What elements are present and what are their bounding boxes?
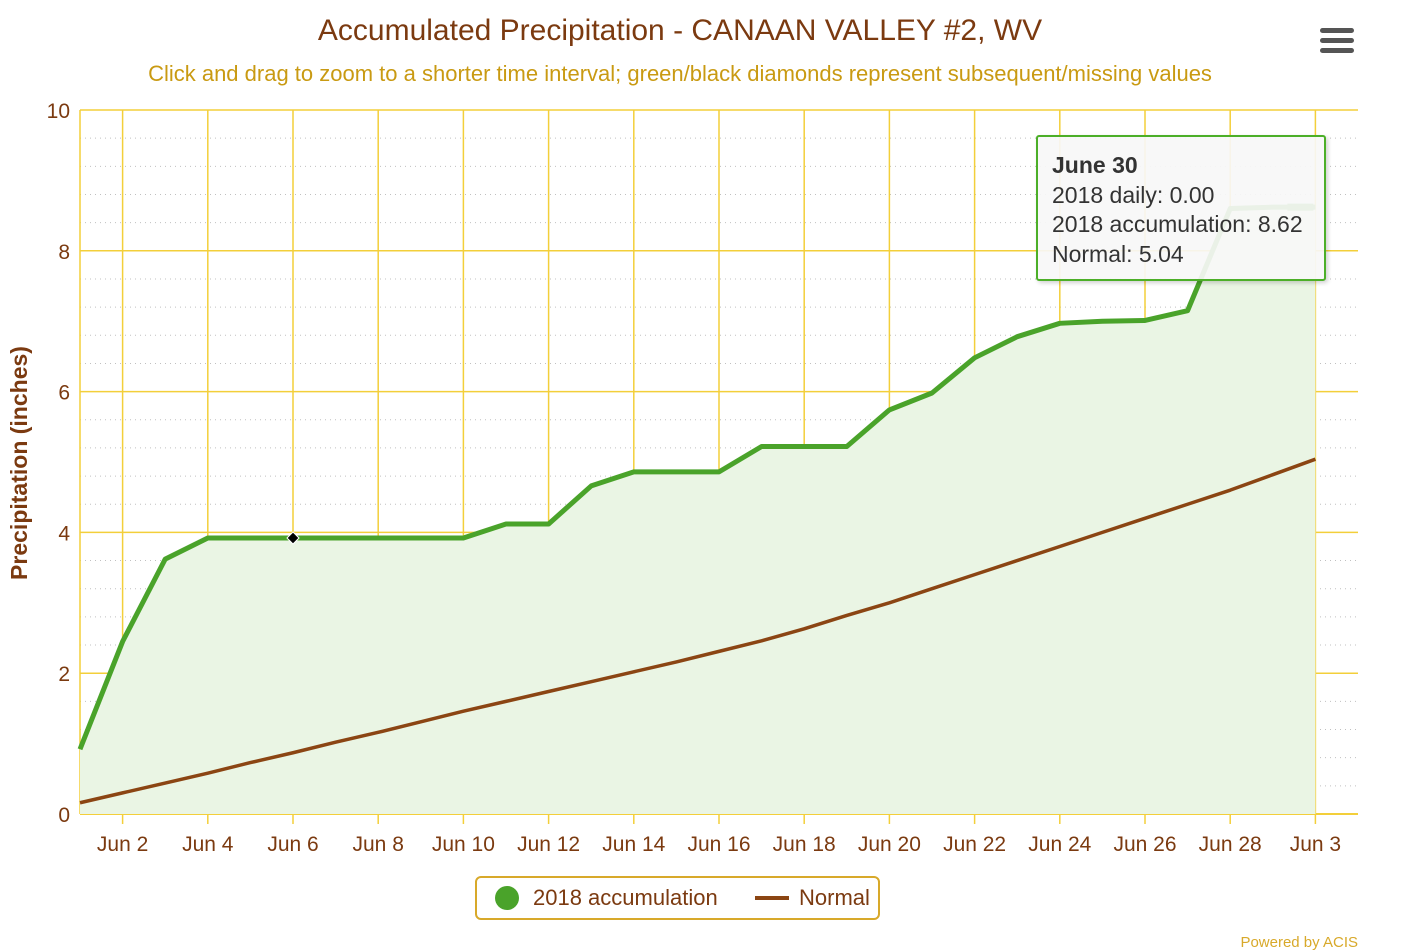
legend-line-icon xyxy=(755,896,789,900)
x-tick-label: Jun 26 xyxy=(1113,833,1176,856)
tooltip-normal: Normal: 5.04 xyxy=(1052,240,1184,267)
x-tick-label: Jun 4 xyxy=(182,833,234,856)
series-line-normal xyxy=(79,457,1316,805)
legend: 2018 accumulation Normal xyxy=(475,876,880,920)
legend-label-normal: Normal xyxy=(799,885,870,910)
x-tick-label: Jun 3 xyxy=(1290,833,1341,856)
tooltip-accumulation: 2018 accumulation: 8.62 xyxy=(1052,211,1303,237)
x-tick-label: Jun 14 xyxy=(602,833,665,856)
hamburger-menu-icon xyxy=(1320,48,1354,53)
y-axis-title: Precipitation (inches) xyxy=(6,346,32,580)
accumulation-area xyxy=(80,207,1316,815)
hamburger-menu-icon xyxy=(1320,38,1354,43)
tooltip-date: June 30 xyxy=(1052,152,1138,178)
chart-title: Accumulated Precipitation - CANAAN VALLE… xyxy=(318,14,1042,47)
x-tick-label: Jun 8 xyxy=(353,833,404,856)
legend-item-accumulation[interactable]: 2018 accumulation xyxy=(495,878,718,918)
chart-menu-button[interactable] xyxy=(1314,22,1360,60)
x-tick-label: Jun 2 xyxy=(97,833,148,856)
data-tooltip: June 30 2018 daily: 0.00 2018 accumulati… xyxy=(1036,135,1326,281)
x-tick-label: Jun 12 xyxy=(517,833,580,856)
legend-dot-icon xyxy=(495,886,519,910)
missing-value-diamond xyxy=(286,531,300,545)
accumulation-area-fill xyxy=(80,207,1316,815)
tooltip-daily: 2018 daily: 0.00 xyxy=(1052,181,1215,208)
x-tick-label: Jun 20 xyxy=(858,833,921,856)
series-line-accumulation xyxy=(77,204,1316,751)
y-tick-label: 0 xyxy=(58,804,70,827)
x-tick-label: Jun 22 xyxy=(943,833,1006,856)
credits-link[interactable]: Powered by ACIS xyxy=(1240,934,1358,951)
x-tick-label: Jun 28 xyxy=(1199,833,1262,856)
y-tick-label: 8 xyxy=(58,241,70,264)
x-tick-label: Jun 6 xyxy=(267,833,318,856)
x-tick-label: Jun 16 xyxy=(687,833,750,856)
x-tick-label: Jun 24 xyxy=(1028,833,1091,856)
series-lines xyxy=(77,204,1316,805)
legend-label-accumulation: 2018 accumulation xyxy=(533,885,718,910)
y-tick-label: 2 xyxy=(58,663,70,686)
y-tick-label: 4 xyxy=(58,522,70,545)
y-tick-label: 10 xyxy=(47,100,70,123)
legend-item-normal[interactable]: Normal xyxy=(755,878,870,918)
x-tick-label: Jun 18 xyxy=(773,833,836,856)
hamburger-menu-icon xyxy=(1320,28,1354,33)
x-tick-label: Jun 10 xyxy=(432,833,495,856)
axis-labels: 0 2 4 6 8 10 Jun 2 Jun 4 Jun 6 Jun 8 Jun 10 Jun 12 J… xyxy=(47,100,1341,856)
y-tick-label: 6 xyxy=(58,382,70,405)
chart-subtitle: Click and drag to zoom to a shorter time… xyxy=(148,61,1212,86)
